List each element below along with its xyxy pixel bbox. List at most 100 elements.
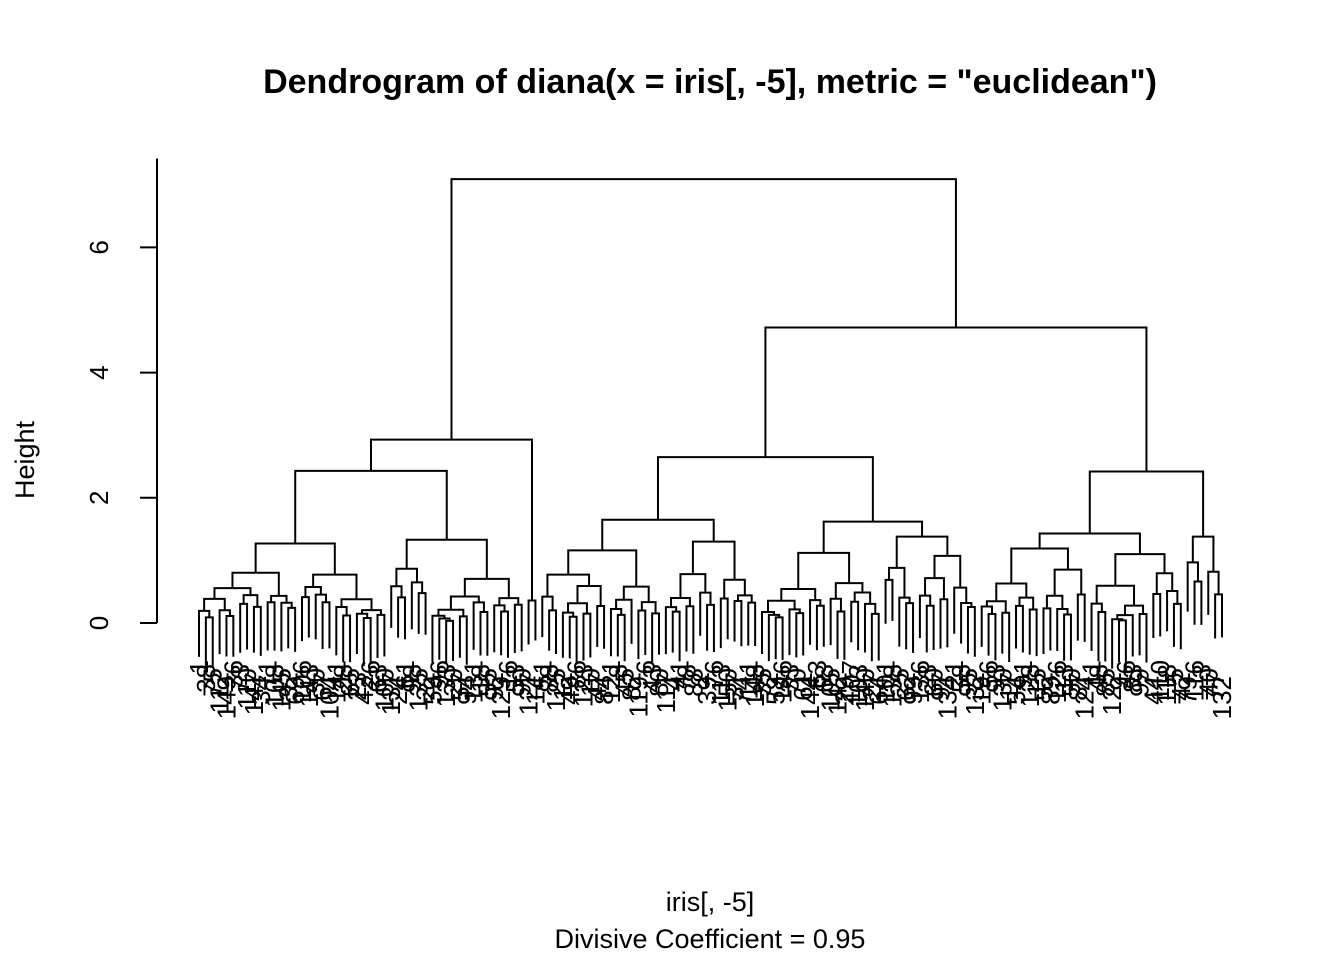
leaf-label-87: 70 bbox=[781, 668, 811, 697]
leaf-label-93: 142 bbox=[823, 672, 853, 715]
dendrogram-branch-51 bbox=[656, 456, 874, 522]
leaf-label-97: 140 bbox=[850, 668, 880, 711]
leaf-label-143: 42 bbox=[1166, 672, 1196, 701]
dendrogram-branch-106 bbox=[933, 554, 962, 588]
leaf-label-39: 94 bbox=[452, 676, 482, 705]
leaf-label-142: 5 bbox=[1159, 668, 1189, 682]
leaf-label-19: 104 bbox=[314, 676, 344, 719]
dendrogram-branch-39 bbox=[431, 614, 446, 663]
dendrogram-branch-5 bbox=[213, 587, 252, 599]
leaf-label-138: 7 bbox=[1131, 672, 1161, 686]
leaf-label-90: 63 bbox=[802, 660, 832, 689]
leaf-label-115: 56 bbox=[974, 660, 1004, 689]
leaf-label-63: 82 bbox=[617, 672, 647, 701]
leaf-label-45: 16 bbox=[493, 660, 523, 689]
dendrogram-branch-101 bbox=[895, 535, 949, 568]
leaf-label-38: 57 bbox=[445, 672, 475, 701]
dendrogram-branch-88 bbox=[767, 613, 781, 662]
leaf-label-9: 34 bbox=[246, 676, 276, 705]
dendrogram-branch-27 bbox=[355, 612, 369, 654]
leaf-label-105: 136 bbox=[905, 660, 935, 703]
dendrogram-branch-81 bbox=[733, 599, 743, 647]
leaf-label-149: 132 bbox=[1207, 676, 1237, 719]
dendrogram-branch-147 bbox=[1207, 570, 1220, 615]
leaf-label-126: 13 bbox=[1049, 664, 1079, 693]
dendrogram-branch-65 bbox=[609, 608, 623, 657]
dendrogram-branch-122 bbox=[1018, 596, 1035, 610]
dendrogram-branch-20 bbox=[300, 596, 310, 642]
dendrogram-branch-118 bbox=[985, 600, 1007, 613]
dendrogram-branch-43 bbox=[472, 601, 485, 650]
leaf-label-113: 132 bbox=[960, 672, 990, 715]
leaf-label-125: 126 bbox=[1042, 660, 1072, 703]
leaf-label-85: 146 bbox=[768, 660, 798, 703]
dendrogram-branch-36 bbox=[463, 577, 510, 599]
dendrogram-branch-75 bbox=[685, 605, 695, 654]
dendrogram-branch-107 bbox=[924, 577, 945, 600]
dendrogram-branch-2 bbox=[294, 469, 448, 544]
dendrogram-branch-97 bbox=[853, 591, 872, 604]
leaf-label-30: 61 bbox=[390, 660, 420, 689]
dendrogram-branch-15 bbox=[266, 601, 276, 651]
leaf-label-147: 40 bbox=[1193, 668, 1223, 697]
dendrogram-branch-57 bbox=[576, 584, 602, 606]
leaf-label-57: 10 bbox=[575, 668, 605, 697]
leaf-label-146: 3 bbox=[1186, 664, 1216, 678]
y-tick-label-2: 2 bbox=[84, 491, 114, 505]
dendrogram-branch-80 bbox=[736, 594, 753, 603]
dendrogram-branch-133 bbox=[1090, 602, 1103, 651]
leaf-label-127: 50 bbox=[1056, 668, 1086, 697]
leaf-label-62: 45 bbox=[610, 668, 640, 697]
dendrogram-branch-64 bbox=[615, 598, 633, 644]
dendrogram-branch-78 bbox=[723, 578, 746, 599]
leaf-label-91: 68 bbox=[809, 664, 839, 693]
leaf-label-12: 145 bbox=[266, 668, 296, 711]
leaf-label-92: 105 bbox=[816, 668, 846, 711]
subtitle-coefficient: Divisive Coefficient = 0.95 bbox=[555, 924, 866, 954]
y-axis: 0 2 4 6 bbox=[84, 158, 158, 630]
leaf-label-104: 99 bbox=[898, 676, 928, 705]
leaf-label-48: 127 bbox=[514, 672, 544, 715]
dendrogram-branch-6 bbox=[203, 597, 226, 611]
leaf-label-136: 83 bbox=[1118, 664, 1148, 693]
dendrogram-branch-12 bbox=[239, 602, 249, 653]
leaf-label-56: 123 bbox=[568, 664, 598, 707]
leaf-label-137: 99 bbox=[1125, 668, 1155, 697]
dendrogram-branch-61 bbox=[582, 612, 592, 661]
leaf-label-49: 14 bbox=[520, 676, 550, 705]
leaf-label-81: 148 bbox=[740, 664, 770, 707]
leaf-label-133: 122 bbox=[1097, 672, 1127, 715]
leaf-label-139: 44 bbox=[1138, 676, 1168, 705]
leaf-label-123: 52 bbox=[1028, 672, 1058, 701]
leaf-label-117: 130 bbox=[987, 668, 1017, 711]
dendrogram-branch-0 bbox=[450, 178, 957, 440]
dendrogram-branch-10 bbox=[225, 614, 235, 657]
dendrogram-branch-100 bbox=[870, 612, 880, 662]
y-tick-label-6: 6 bbox=[84, 240, 114, 254]
leaf-label-26: 63 bbox=[363, 664, 393, 693]
dendrogram-branch-50 bbox=[764, 326, 1148, 472]
dendrogram-branch-41 bbox=[445, 619, 455, 663]
dendrogram-branch-40 bbox=[438, 617, 451, 660]
dendrogram-branch-4 bbox=[231, 571, 280, 596]
leaf-label-43: 92 bbox=[479, 672, 509, 701]
dendrogram-branch-120 bbox=[987, 613, 997, 661]
leaf-label-10: 71 bbox=[253, 660, 283, 689]
leaf-label-3: 112 bbox=[205, 672, 235, 713]
chart-title: Dendrogram of diana(x = iris[, -5], metr… bbox=[263, 63, 1157, 101]
leaf-label-15: 106 bbox=[287, 660, 317, 703]
leaf-label-111: 58 bbox=[946, 664, 976, 693]
dendrogram-branch-60 bbox=[568, 615, 578, 665]
leaf-label-129: 124 bbox=[1070, 676, 1100, 719]
leaf-label-122: 15 bbox=[1022, 668, 1052, 697]
leaf-labels: 1387511214936731101473471108145326910614… bbox=[184, 660, 1237, 719]
dendrogram-branch-46 bbox=[493, 604, 506, 653]
dendrogram-branch-24 bbox=[335, 605, 348, 656]
leaf-label-0: 1 bbox=[184, 660, 214, 674]
dendrogram-branch-48 bbox=[513, 603, 523, 654]
leaf-label-108: 97 bbox=[926, 672, 956, 701]
dendrogram-branch-125 bbox=[1053, 568, 1083, 596]
dendrogram-branch-34 bbox=[410, 581, 424, 630]
leaf-label-41: 18 bbox=[465, 664, 495, 693]
leaf-label-35: 96 bbox=[424, 660, 454, 689]
